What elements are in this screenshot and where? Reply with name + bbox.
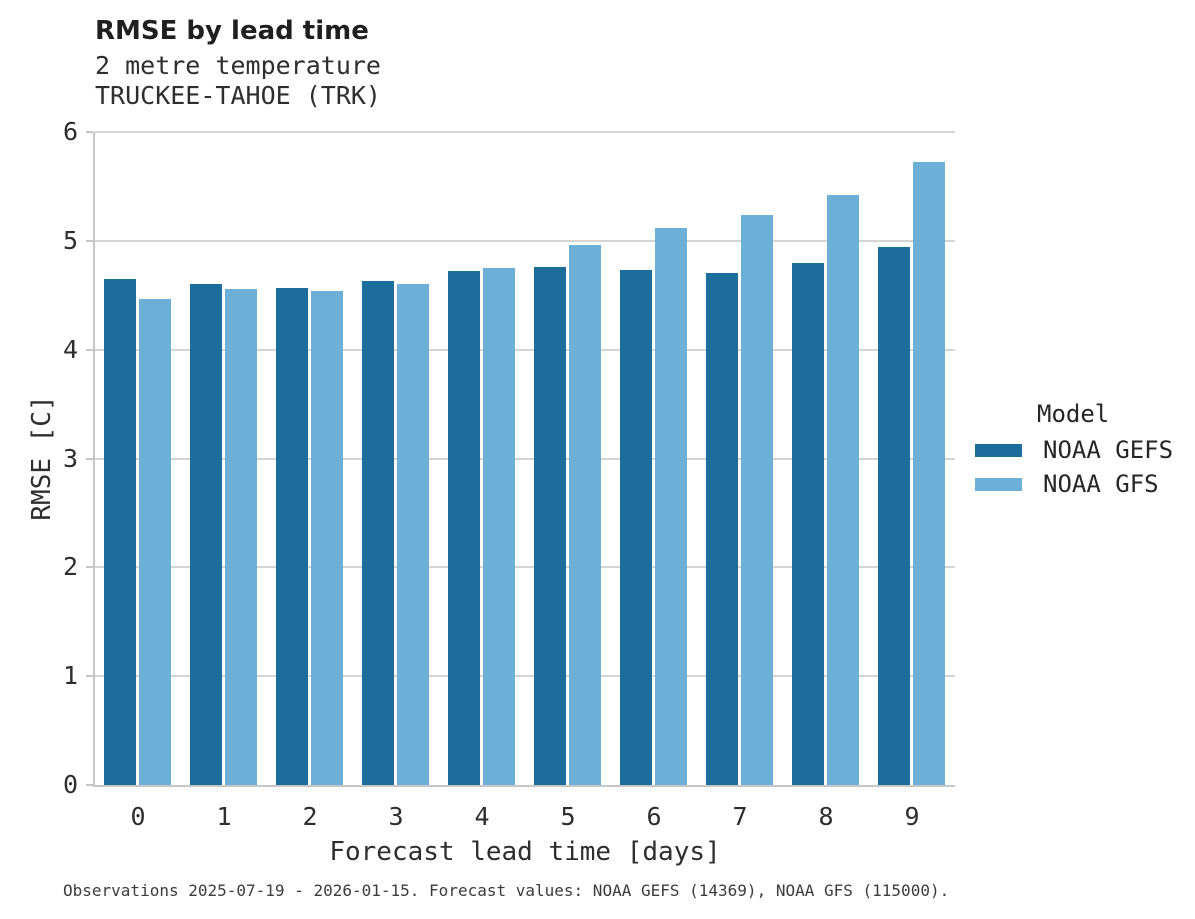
bar-noaa-gefs-lead-9	[878, 247, 910, 785]
y-tick-label-2: 2	[62, 552, 78, 582]
bar-noaa-gefs-lead-7	[706, 273, 738, 785]
bar-noaa-gfs-lead-9	[913, 162, 945, 785]
bar-noaa-gfs-lead-8	[827, 195, 859, 785]
chart-subtitle: 2 metre temperature	[95, 51, 381, 80]
x-tick-label-0: 0	[130, 802, 146, 831]
bar-noaa-gfs-lead-2	[311, 290, 343, 785]
x-axis-line	[93, 785, 955, 787]
bar-noaa-gefs-lead-1	[190, 284, 222, 785]
y-tick-mark-5	[86, 239, 93, 242]
bar-noaa-gfs-lead-4	[483, 268, 515, 785]
bar-noaa-gefs-lead-2	[276, 287, 308, 785]
bar-noaa-gfs-lead-3	[397, 284, 429, 785]
x-tick-label-4: 4	[474, 802, 490, 831]
bar-noaa-gefs-lead-4	[448, 271, 480, 785]
gridline-y-2	[95, 566, 955, 569]
bar-noaa-gefs-lead-0	[104, 278, 136, 785]
chart-title: RMSE by lead time	[95, 16, 369, 46]
legend-title: Model	[1037, 400, 1110, 428]
legend-label: NOAA GFS	[1043, 470, 1159, 498]
x-axis-label: Forecast lead time [days]	[329, 837, 721, 867]
y-tick-mark-0	[86, 784, 93, 786]
y-tick-label-3: 3	[62, 443, 78, 473]
legend-entries: NOAA GEFS NOAA GFS	[975, 436, 1174, 498]
x-tick-label-3: 3	[388, 802, 404, 831]
y-tick-label-1: 1	[62, 661, 78, 691]
y-tick-label-6: 6	[62, 117, 78, 146]
y-tick-label-5: 5	[62, 225, 78, 255]
bar-noaa-gefs-lead-3	[362, 281, 394, 785]
gridline-y-5	[95, 239, 955, 242]
y-tick-mark-3	[86, 457, 93, 460]
y-tick-label-0: 0	[62, 770, 78, 799]
footer-note: Observations 2025-07-19 - 2026-01-15. Fo…	[63, 881, 950, 900]
bar-noaa-gfs-lead-6	[655, 227, 687, 785]
bar-noaa-gfs-lead-0	[139, 298, 171, 785]
legend-entry-noaa-gfs: NOAA GFS	[975, 470, 1173, 498]
bar-noaa-gefs-lead-5	[534, 266, 566, 785]
y-tick-mark-4	[86, 348, 93, 351]
bar-noaa-gfs-lead-5	[569, 245, 601, 785]
x-tick-label-2: 2	[302, 802, 318, 831]
y-tick-mark-1	[86, 675, 93, 678]
x-tick-label-5: 5	[560, 802, 576, 831]
y-tick-label-4: 4	[62, 334, 78, 364]
x-tick-label-6: 6	[646, 802, 662, 831]
x-tick-label-9: 9	[904, 802, 920, 831]
y-axis-label: RMSE [C]	[27, 395, 57, 521]
y-tick-mark-6	[86, 131, 93, 133]
y-axis-line	[93, 132, 95, 787]
gridline-y-4	[95, 348, 955, 351]
bar-noaa-gfs-lead-7	[741, 214, 773, 785]
x-tick-label-1: 1	[216, 802, 232, 831]
gridline-y-6	[95, 131, 955, 133]
legend-swatch	[975, 444, 1022, 457]
y-tick-mark-2	[86, 566, 93, 569]
x-tick-label-8: 8	[818, 802, 834, 831]
chart-station-name: TRUCKEE-TAHOE (TRK)	[95, 81, 381, 110]
bar-noaa-gefs-lead-6	[620, 270, 652, 785]
plot-area	[86, 131, 955, 787]
legend-swatch	[975, 478, 1022, 491]
gridline-y-1	[95, 675, 955, 678]
gridline-y-3	[95, 457, 955, 460]
legend-entry-noaa-gefs: NOAA GEFS	[975, 436, 1174, 464]
bar-noaa-gfs-lead-1	[225, 288, 257, 785]
bar-noaa-gefs-lead-8	[792, 262, 824, 785]
legend-label: NOAA GEFS	[1043, 436, 1174, 464]
legend: Model NOAA GEFS NOAA GFS	[975, 400, 1173, 508]
x-tick-label-7: 7	[732, 802, 748, 831]
